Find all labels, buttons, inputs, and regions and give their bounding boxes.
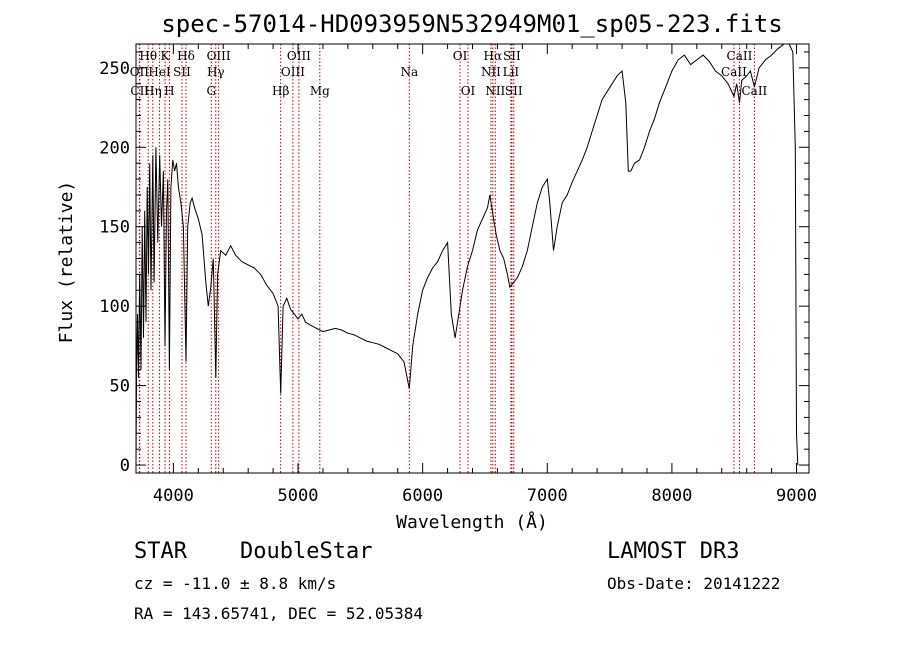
spectral-line-label: CaII xyxy=(721,65,747,79)
spectral-line-label: Hθ xyxy=(139,49,157,63)
spectral-line-label: OI xyxy=(461,84,476,98)
observation-date: Obs-Date: 20141222 xyxy=(607,574,780,593)
y-tick-label: 50 xyxy=(110,377,130,397)
spectral-line-label: LiI xyxy=(503,65,520,79)
x-tick-label: 7000 xyxy=(527,486,568,506)
x-tick-label: 4000 xyxy=(153,486,194,506)
object-class: STAR xyxy=(134,539,188,564)
spectral-line-label: OI xyxy=(453,49,468,63)
x-tick-label: 9000 xyxy=(776,486,817,506)
spectral-line-label: SII xyxy=(173,65,191,79)
y-axis-ticks: 0 50 100 150 200 250 xyxy=(99,51,809,476)
y-axis-title: Flux (relative) xyxy=(56,181,77,344)
x-tick-label: 5000 xyxy=(278,486,319,506)
spectral-line-label: Na xyxy=(400,65,418,79)
object-subclass: DoubleStar xyxy=(240,539,372,564)
spectral-line-label: SII xyxy=(503,49,521,63)
spectral-line-label: Hα xyxy=(484,49,503,63)
x-axis-title: Wavelength (Å) xyxy=(396,511,548,533)
x-tick-label: 6000 xyxy=(402,486,443,506)
spectral-line-label: SII xyxy=(505,84,523,98)
y-tick-label: 0 xyxy=(120,456,130,476)
spectral-line-label: H xyxy=(164,84,174,98)
spectral-line-label: CII xyxy=(130,84,149,98)
spectral-line-label: Hδ xyxy=(177,49,195,63)
redshift-cz: cz = -11.0 ± 8.8 km/s xyxy=(134,574,336,593)
plot-frame xyxy=(135,43,810,474)
spectral-line-markers xyxy=(138,44,755,473)
sky-coordinates: RA = 143.65741, DEC = 52.05384 xyxy=(134,604,423,623)
spectral-line-label: OII xyxy=(130,65,150,79)
spectral-line-label: OIII xyxy=(281,65,305,79)
y-tick-label: 150 xyxy=(99,218,130,238)
spectrum-series-line xyxy=(135,43,799,466)
spectral-line-label: NII xyxy=(485,84,505,98)
spectral-line-label: K xyxy=(161,49,171,63)
spectral-line-label: HeI xyxy=(148,65,171,79)
survey-name: LAMOST DR3 xyxy=(607,539,739,564)
spectral-line-label: CaII xyxy=(741,84,767,98)
spectral-line-label: CaII xyxy=(727,49,753,63)
spectral-line-label: NII xyxy=(481,65,501,79)
spectral-line-labels: Hθ OII CII K HeI Hη Hδ SII H OIII Hγ G OIII OIII Hβ Mg N… xyxy=(130,49,768,98)
spectral-line-label: Mg xyxy=(310,84,330,98)
spectral-line-label: Hη xyxy=(144,84,162,98)
x-tick-label: 8000 xyxy=(651,486,692,506)
x-axis-ticks: 4000 5000 6000 7000 8000 9000 xyxy=(153,44,817,506)
spectral-line-label: G xyxy=(206,84,216,98)
y-tick-label: 100 xyxy=(99,297,130,317)
y-tick-label: 250 xyxy=(99,59,130,79)
spectral-line-label: Hβ xyxy=(272,84,289,98)
spectral-line-label: Hγ xyxy=(207,65,225,79)
spectral-line-label: OIII xyxy=(207,49,231,63)
y-tick-label: 200 xyxy=(99,138,130,158)
spectral-line-label: OIII xyxy=(287,49,311,63)
chart-title: spec-57014-HD093959N532949M01_sp05-223.f… xyxy=(161,10,782,38)
